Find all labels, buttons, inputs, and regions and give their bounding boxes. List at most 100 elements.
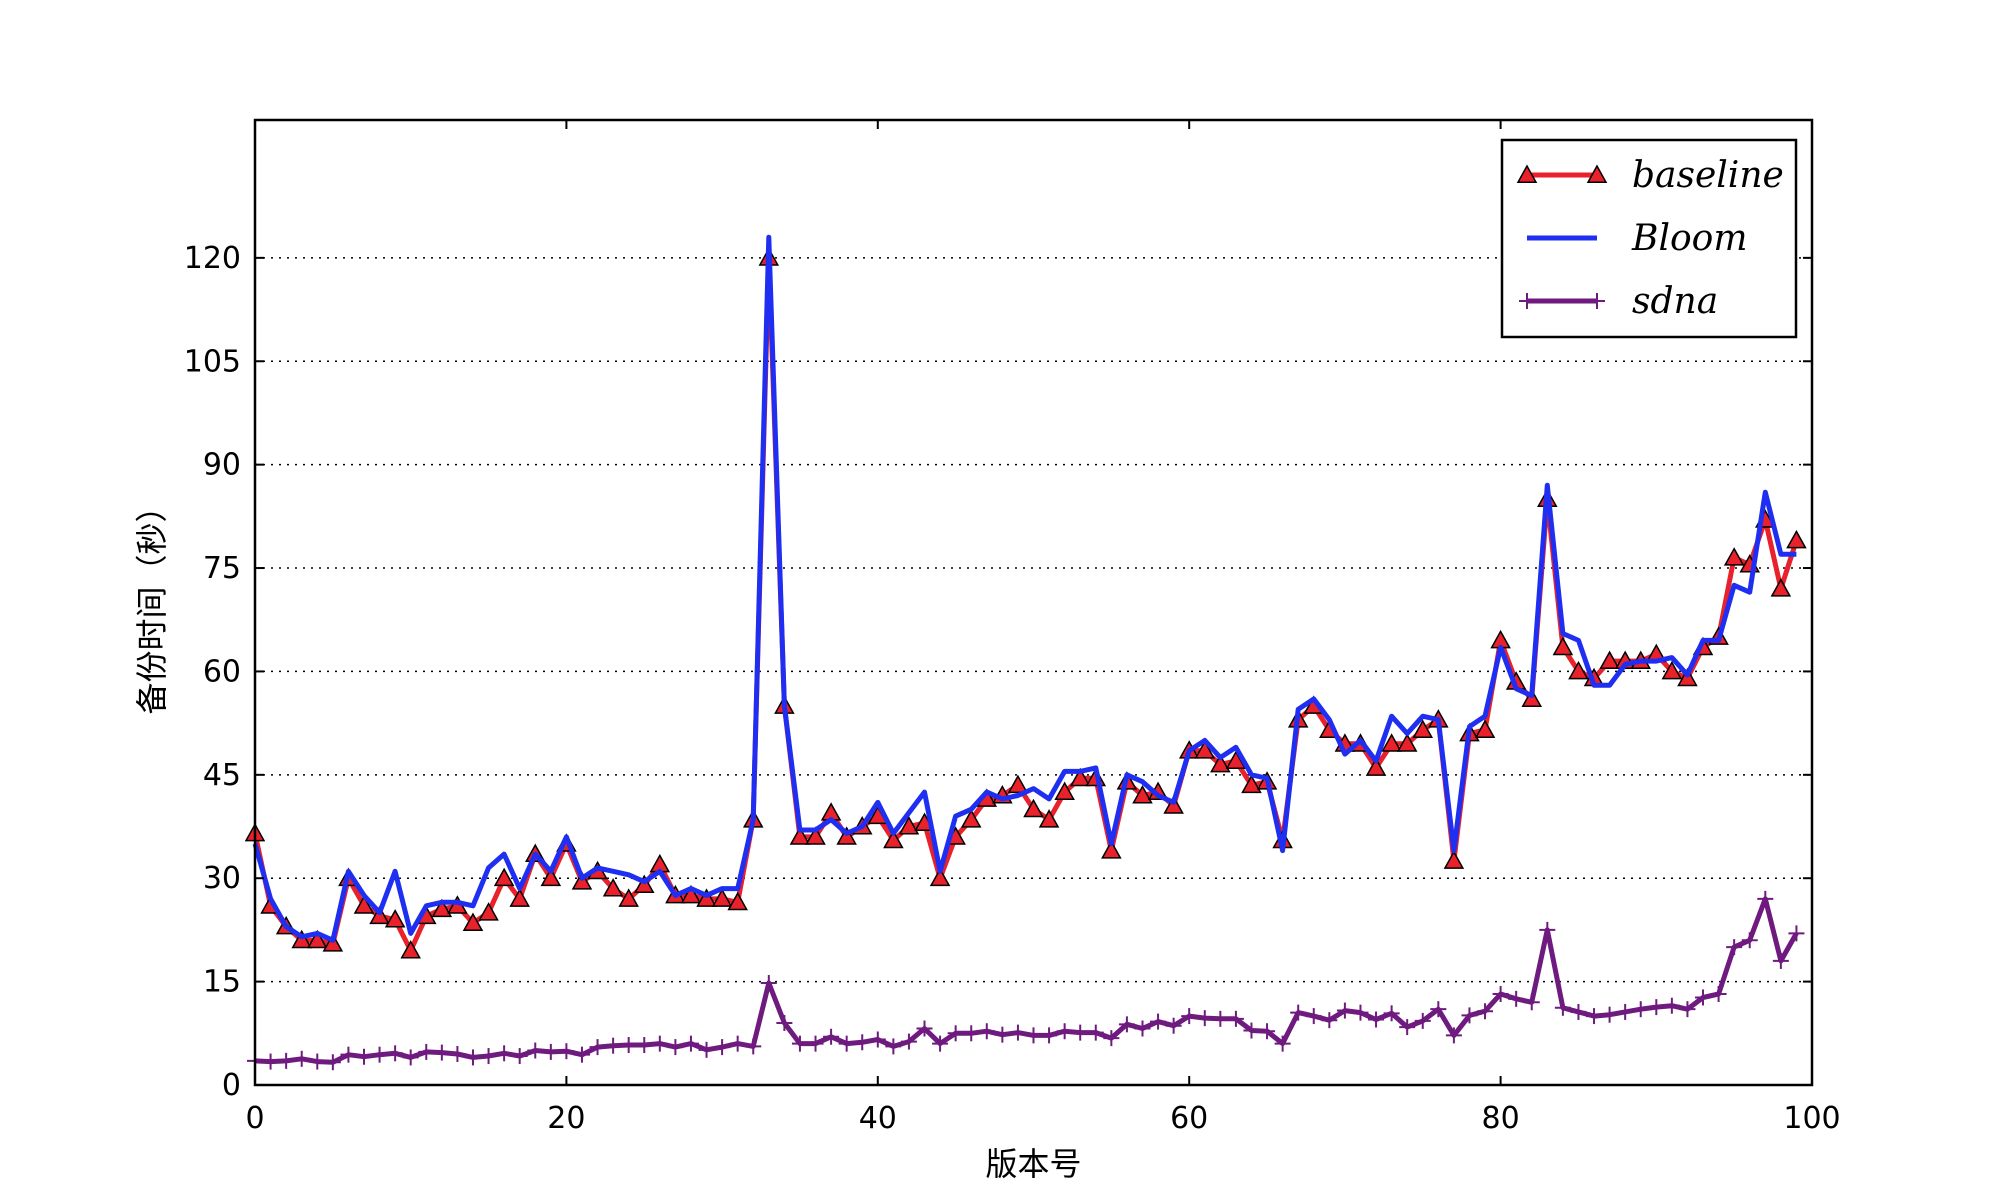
data-point	[1770, 578, 1792, 597]
legend-marker	[1589, 293, 1605, 309]
data-point	[573, 1046, 590, 1063]
data-point	[1461, 1007, 1478, 1024]
data-point	[1132, 784, 1153, 804]
data-point	[309, 1053, 326, 1070]
data-point	[1677, 667, 1698, 687]
data-point	[1210, 753, 1231, 773]
data-point	[916, 1020, 933, 1037]
data-point	[1757, 890, 1774, 907]
data-point	[355, 1048, 372, 1065]
data-point	[1568, 660, 1589, 680]
data-point	[869, 1031, 886, 1048]
data-point	[278, 1052, 295, 1069]
legend-marker	[1586, 164, 1608, 183]
data-point	[571, 871, 593, 890]
data-point	[1539, 921, 1556, 938]
data-point	[823, 1028, 840, 1045]
data-point	[291, 929, 312, 949]
data-point	[729, 1035, 746, 1052]
x-tick-label: 60	[1170, 1101, 1208, 1136]
data-point	[1241, 774, 1262, 794]
data-point	[1521, 688, 1543, 707]
x-tick-label: 40	[859, 1101, 897, 1136]
data-point	[745, 1038, 762, 1055]
data-point	[885, 1038, 902, 1055]
legend-item-sdna: sdna	[1519, 281, 1718, 322]
data-point	[1352, 1004, 1369, 1021]
y-tick-label: 105	[184, 344, 241, 379]
series-layer	[244, 234, 1807, 1071]
data-point	[1274, 1035, 1291, 1052]
x-tick-label: 0	[245, 1101, 264, 1136]
data-point	[496, 1045, 513, 1062]
data-point	[791, 1035, 808, 1052]
data-point	[353, 895, 375, 914]
data-point	[789, 826, 811, 845]
data-point	[542, 1043, 559, 1060]
series-line-bloom	[252, 234, 1797, 943]
data-point	[493, 867, 515, 887]
y-tick-label: 45	[203, 758, 241, 793]
data-point	[1087, 1024, 1104, 1041]
data-point	[1227, 1010, 1244, 1027]
data-point	[1243, 1022, 1260, 1039]
data-point	[760, 974, 777, 991]
data-point	[1399, 1019, 1416, 1036]
data-point	[1554, 999, 1571, 1016]
data-point	[262, 1053, 279, 1070]
data-point	[1601, 1006, 1618, 1023]
data-point	[1679, 1001, 1696, 1018]
data-point	[883, 829, 904, 849]
y-tick-label: 75	[203, 551, 241, 586]
data-point	[1165, 1017, 1182, 1034]
data-point	[1788, 925, 1805, 942]
data-point	[431, 898, 453, 918]
data-point	[1383, 1005, 1400, 1022]
data-point	[1570, 1003, 1587, 1020]
data-point	[480, 1048, 497, 1065]
data-point	[1009, 1024, 1026, 1041]
data-point	[1056, 1023, 1073, 1040]
data-point	[1430, 1001, 1447, 1018]
series-line-baseline	[252, 255, 1799, 954]
data-point	[1365, 757, 1387, 776]
legend-label: sdna	[1632, 281, 1718, 322]
y-axis-label: 备份时间（秒）	[133, 490, 171, 714]
data-point	[369, 905, 390, 925]
data-point	[1069, 767, 1091, 787]
data-point	[464, 1049, 481, 1066]
data-point	[1772, 952, 1789, 969]
data-point	[558, 1043, 575, 1060]
data-point	[838, 1035, 855, 1052]
data-point	[1212, 1010, 1229, 1027]
data-point	[340, 1046, 357, 1063]
data-point	[994, 1026, 1011, 1043]
data-point	[449, 1045, 466, 1062]
data-point	[854, 1034, 871, 1051]
data-point	[307, 929, 328, 949]
data-point	[932, 1035, 949, 1052]
data-point	[602, 878, 624, 897]
data-point	[1181, 1008, 1198, 1025]
data-point	[1305, 1008, 1322, 1025]
data-point	[1134, 1020, 1151, 1037]
data-point	[1723, 547, 1745, 566]
data-point	[605, 1037, 622, 1054]
data-point	[1445, 1027, 1462, 1044]
data-point	[836, 826, 857, 845]
data-point	[402, 1049, 419, 1066]
data-point	[636, 1037, 653, 1054]
data-point	[1023, 798, 1044, 818]
data-point	[1586, 1008, 1603, 1025]
data-point	[618, 888, 639, 907]
y-tick-label: 120	[184, 241, 241, 276]
data-point	[682, 1035, 699, 1052]
data-point	[1163, 795, 1184, 814]
data-point	[900, 1033, 917, 1050]
data-point	[540, 867, 562, 887]
data-point	[511, 1048, 528, 1065]
data-point	[1663, 997, 1680, 1014]
data-point	[1695, 989, 1712, 1006]
